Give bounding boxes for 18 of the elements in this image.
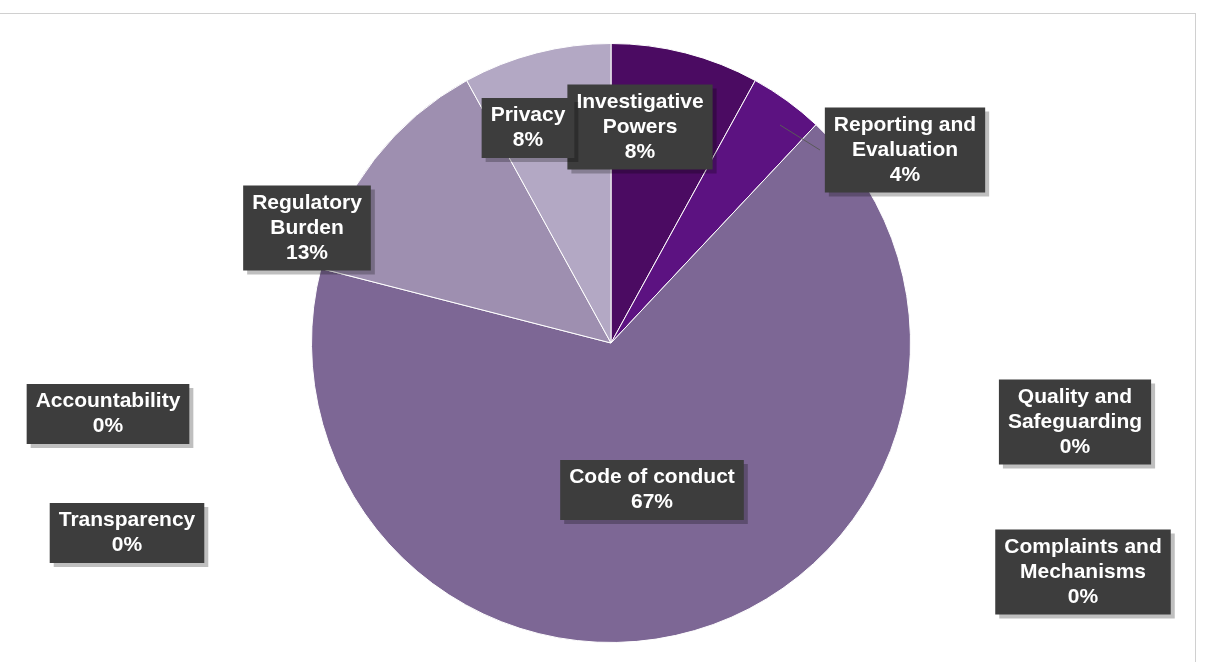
text: 0%	[1059, 433, 1091, 457]
slice-label: Investigative Powers	[576, 88, 704, 137]
slice-label: Reporting and Evaluation	[833, 111, 977, 160]
text: 0%	[92, 413, 124, 437]
category-label: Accountability	[35, 388, 181, 412]
slice-label: Privacy	[490, 102, 566, 126]
data-label: 8%	[624, 138, 656, 162]
category-label: Complaints and Mechanisms	[1004, 533, 1162, 582]
category-label: Quality and Safeguarding	[1007, 383, 1143, 432]
data-label: 8%	[512, 127, 544, 151]
slice-label: Code of conduct	[569, 464, 735, 488]
slice-label: Regulatory Burden	[252, 189, 363, 238]
data-label: 67%	[630, 489, 674, 513]
data-label: 4%	[889, 161, 921, 185]
data-label: 13%	[285, 239, 329, 263]
text: 0%	[1067, 583, 1099, 607]
text: 0%	[111, 532, 143, 556]
category-label: Transparency	[58, 507, 196, 531]
